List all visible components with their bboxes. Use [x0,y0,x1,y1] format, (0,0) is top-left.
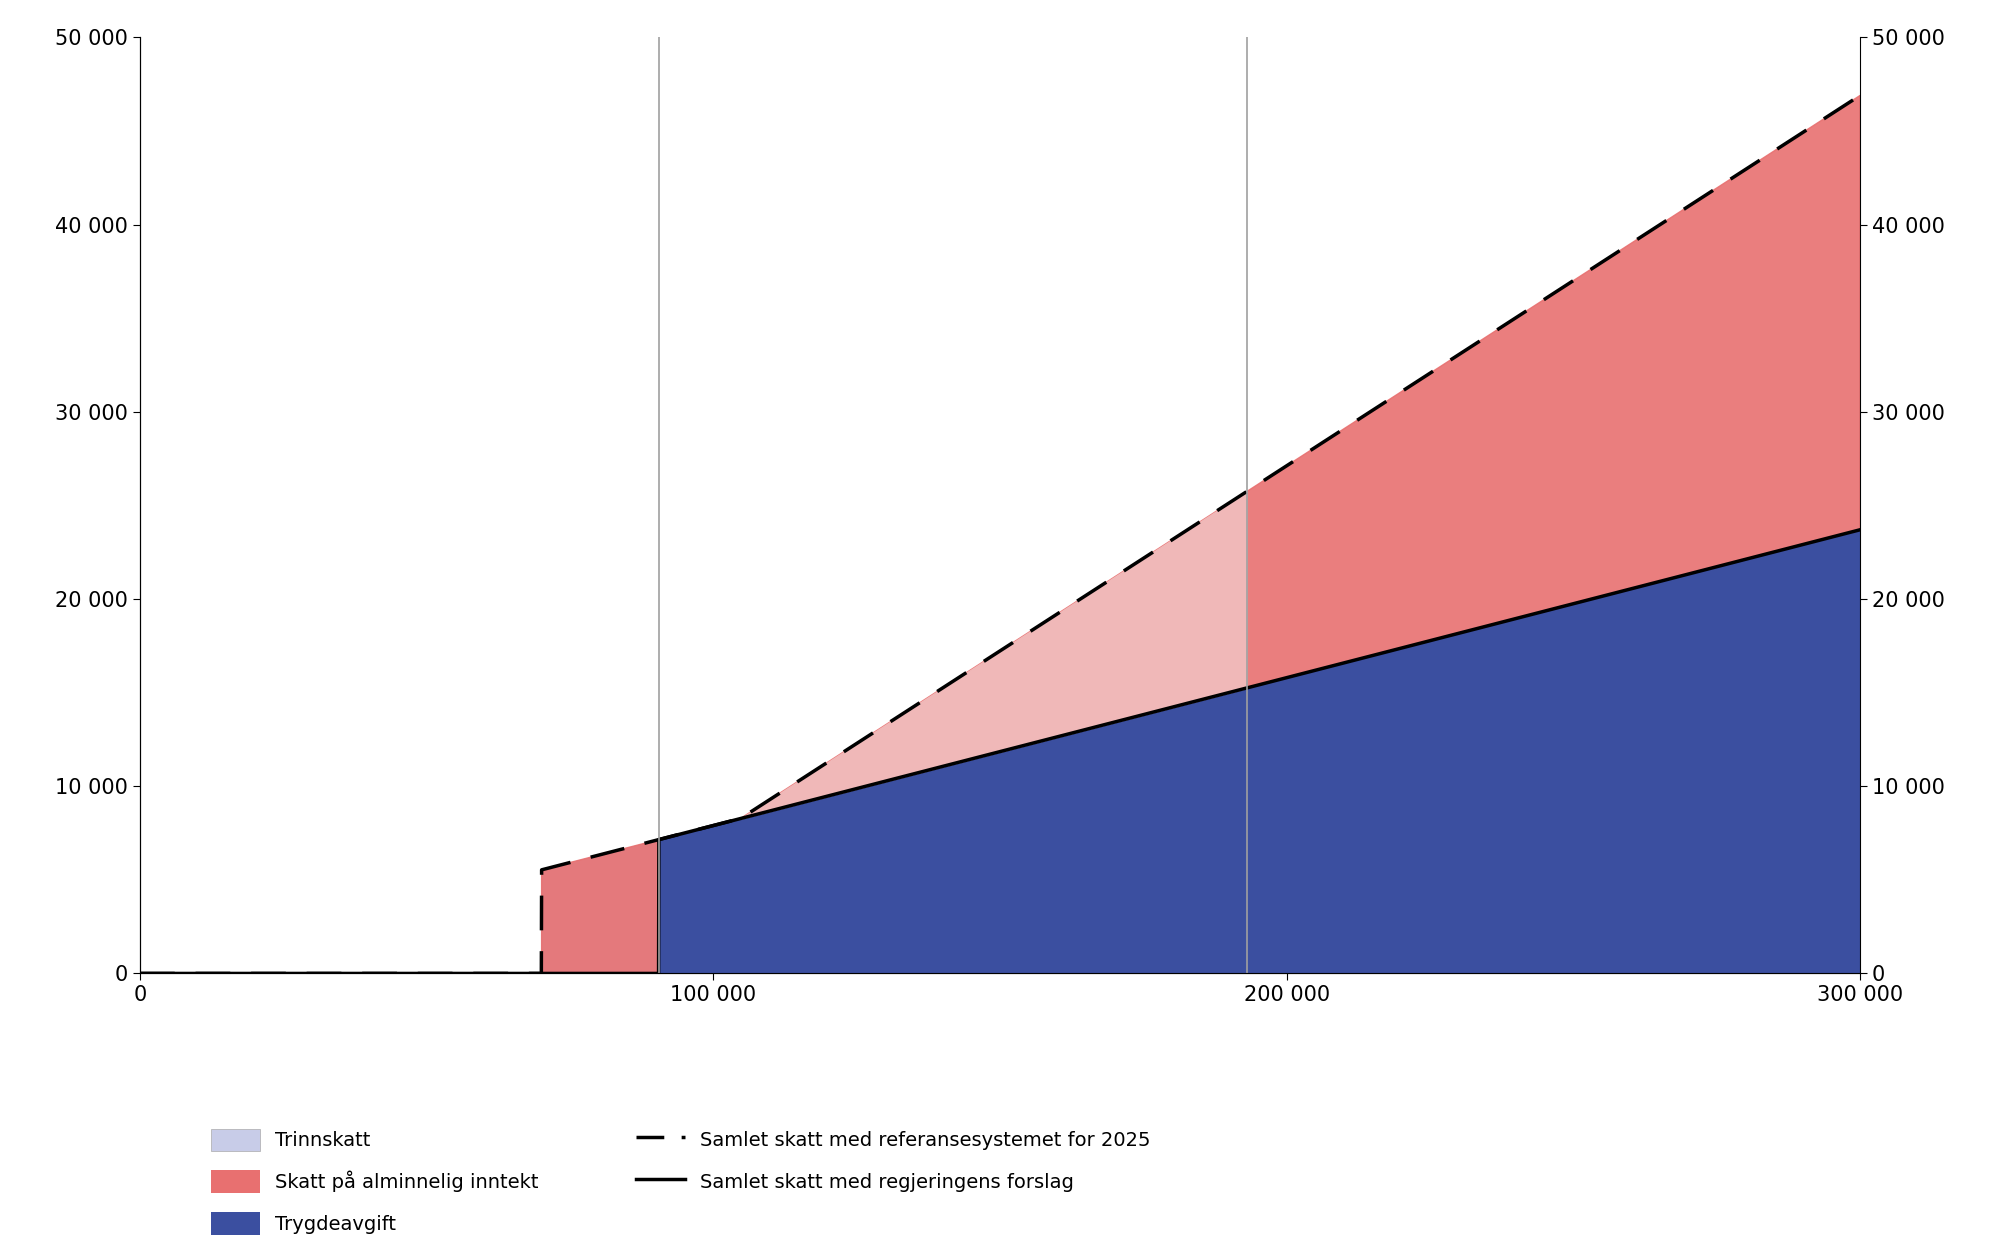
Legend: Trinnskatt, Skatt på alminnelig inntekt, Trygdeavgift, Samlet skatt med referans: Trinnskatt, Skatt på alminnelig inntekt,… [202,1118,1160,1244]
